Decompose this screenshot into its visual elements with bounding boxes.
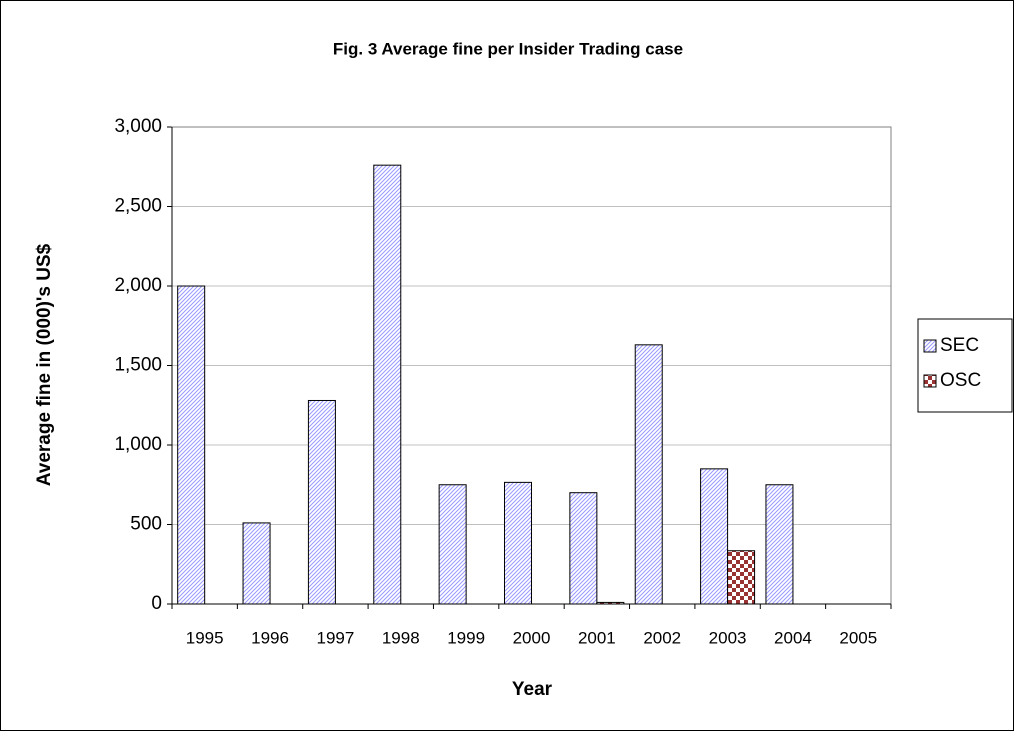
x-tick-label: 1995 (186, 628, 224, 647)
y-tick-label: 500 (130, 514, 162, 535)
y-tick-label: 2,000 (114, 275, 162, 296)
x-tick-label: 2004 (774, 628, 812, 647)
x-tick-label: 1996 (251, 628, 289, 647)
bar (307, 399, 336, 605)
y-tick-label: 1,000 (114, 434, 162, 455)
legend (917, 318, 1013, 413)
bar (438, 484, 467, 605)
bar (569, 492, 598, 605)
y-tick-label: 1,500 (114, 355, 162, 376)
x-tick-label: 2003 (709, 628, 747, 647)
bar (727, 550, 756, 605)
x-axis-label: Year (512, 679, 553, 700)
y-tick-label: 0 (151, 593, 162, 614)
legend-swatch (923, 374, 937, 388)
bar (504, 481, 532, 605)
bar (596, 601, 625, 605)
legend-label: OSC (940, 370, 981, 391)
x-tick-label: 2000 (513, 628, 551, 647)
x-tick-label: 2005 (839, 628, 877, 647)
bar (765, 484, 794, 605)
y-tick-label: 3,000 (114, 116, 162, 137)
x-tick-label: 2002 (643, 628, 681, 647)
legend-swatch (923, 339, 937, 353)
y-tick-label: 2,500 (114, 196, 162, 217)
bar (242, 522, 271, 605)
x-tick-label: 2001 (578, 628, 616, 647)
bar (177, 285, 206, 605)
x-tick-label: 1998 (382, 628, 420, 647)
y-axis-label: Average fine in (000)'s US$ (34, 243, 55, 486)
x-tick-label: 1997 (316, 628, 354, 647)
bar (373, 164, 402, 605)
chart-title: Fig. 3 Average fine per Insider Trading … (333, 39, 683, 58)
x-tick-label: 1999 (447, 628, 485, 647)
legend-label: SEC (940, 335, 979, 356)
bar (700, 468, 729, 605)
bar (634, 344, 663, 605)
